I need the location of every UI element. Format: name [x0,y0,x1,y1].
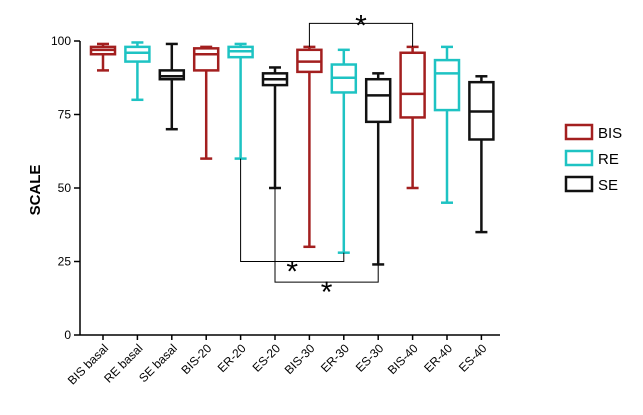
box-7 [330,48,358,254]
significance-bracket-1: * [240,158,345,289]
y-tick-label: 0 [64,328,71,342]
legend-label: RE [598,151,619,168]
y-ticks: 0 25 50 75 100 [51,34,80,342]
x-tick-label: ES-40 [456,341,490,375]
box-11 [468,75,495,234]
x-tick-label: ER-40 [421,341,455,375]
x-tick-label: BIS-30 [282,341,318,377]
y-tick-label: 100 [51,34,71,48]
y-tick-label: 75 [58,108,72,122]
y-tick-label: 25 [58,255,72,269]
iqr-box [192,47,220,72]
box-10 [433,45,461,204]
x-tick-label: BIS-40 [385,341,421,377]
x-tick-label: ES-30 [353,341,387,375]
box-3 [192,45,220,160]
significance-bracket-0: * [308,9,414,47]
box-8 [364,72,392,266]
y-axis-title: SCALE [27,165,44,216]
bracket-line [308,22,414,47]
x-tick-label: ER-30 [318,341,352,375]
x-tick-label: ER-20 [215,341,249,375]
significance-star: * [355,9,367,42]
box-2 [158,42,186,131]
box-1 [124,41,151,102]
significance-annotations: * * * [240,9,414,309]
iqr-box [124,45,151,63]
box-6 [296,45,323,249]
legend-item-se: SE [564,175,618,194]
legend: BIS RE SE [564,123,622,194]
legend-swatch [564,175,594,193]
significance-star: * [286,256,298,289]
box-0 [89,42,117,72]
legend-swatch [564,149,594,167]
iqr-box [158,69,186,81]
iqr-box [399,51,426,119]
significance-bracket-2: * [274,188,379,309]
iqr-box [364,77,392,124]
boxes [89,41,495,266]
legend-item-bis: BIS [564,123,622,142]
box-5 [261,66,289,190]
legend-label: SE [598,177,618,194]
legend-item-re: RE [564,149,619,168]
x-tick-label: BIS basal [65,341,111,387]
y-tick-label: 50 [58,181,72,195]
x-tick-label: BIS-20 [178,341,214,377]
x-tick-label: SE basal [136,341,180,385]
legend-swatch [564,123,594,141]
bracket-line [274,188,379,283]
bracket-line [240,158,345,262]
box-4 [227,42,254,160]
legend-label: BIS [598,125,622,142]
box-9 [399,45,426,190]
iqr-box [433,58,461,112]
x-tick-label: ES-20 [250,341,284,375]
significance-star: * [321,276,333,309]
